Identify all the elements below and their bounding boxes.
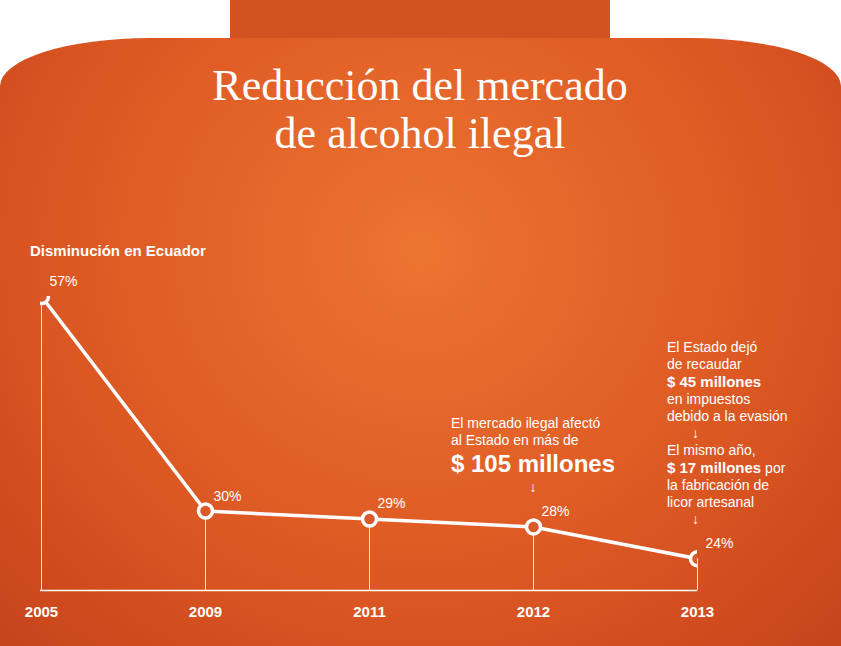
html-text:al Estado en más de: al Estado en más de bbox=[451, 432, 579, 449]
html-text:Reducción del mercado de alcoh: Reducción del mercado de alcohol ilegal bbox=[212, 61, 628, 158]
svg-text:24%: 24% bbox=[706, 535, 734, 551]
svg-text:57%: 57% bbox=[50, 273, 78, 289]
html-text:$ 17 millones por: $ 17 millones por bbox=[667, 459, 786, 477]
html-text:en impuestos: en impuestos bbox=[667, 391, 751, 408]
svg-text:2013: 2013 bbox=[681, 603, 714, 620]
html-text:El mismo año,: El mismo año, bbox=[667, 442, 756, 459]
html-text:$ 45 millones: $ 45 millones bbox=[667, 373, 762, 391]
html-text:$ 105 millones: $ 105 millones bbox=[451, 450, 615, 478]
html-text:la fabricación de: la fabricación de bbox=[667, 477, 769, 494]
html-text:licor artesanal: licor artesanal bbox=[667, 494, 755, 511]
svg-text:30%: 30% bbox=[214, 488, 242, 504]
svg-text:29%: 29% bbox=[378, 495, 406, 511]
html-text:debido a la evasión: debido a la evasión bbox=[667, 408, 788, 425]
html-text:El mercado ilegal afectó: El mercado ilegal afectó bbox=[451, 415, 601, 432]
svg-text:2009: 2009 bbox=[189, 603, 222, 620]
html-text:Disminución en Ecuador: Disminución en Ecuador bbox=[30, 242, 206, 259]
svg-text:2011: 2011 bbox=[353, 603, 386, 620]
html-text:de recaudar: de recaudar bbox=[667, 356, 742, 373]
svg-text:28%: 28% bbox=[542, 503, 570, 519]
svg-text:2012: 2012 bbox=[517, 603, 550, 620]
svg-text:2005: 2005 bbox=[25, 603, 58, 620]
html-text:El Estado dejó: El Estado dejó bbox=[667, 339, 758, 356]
